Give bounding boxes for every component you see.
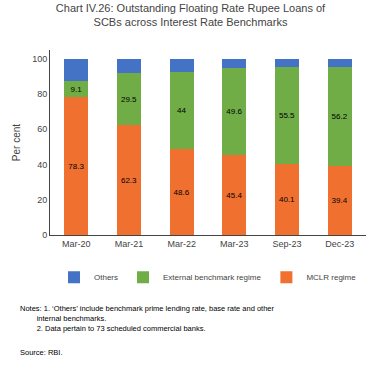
svg-text:9.1: 9.1 bbox=[70, 85, 82, 94]
svg-text:29.5: 29.5 bbox=[121, 95, 137, 104]
svg-text:Sep-23: Sep-23 bbox=[272, 239, 301, 249]
svg-text:78.3: 78.3 bbox=[68, 162, 84, 171]
svg-text:MCLR regime: MCLR regime bbox=[306, 273, 356, 282]
svg-text:Mar-21: Mar-21 bbox=[115, 239, 144, 249]
svg-text:62.3: 62.3 bbox=[121, 176, 137, 185]
svg-text:45.4: 45.4 bbox=[226, 191, 242, 200]
svg-text:Mar-23: Mar-23 bbox=[220, 239, 249, 249]
svg-text:80: 80 bbox=[37, 89, 47, 99]
svg-text:Mar-20: Mar-20 bbox=[62, 239, 91, 249]
svg-text:40.1: 40.1 bbox=[279, 195, 295, 204]
svg-text:56.2: 56.2 bbox=[332, 112, 348, 121]
svg-text:49.6: 49.6 bbox=[226, 107, 242, 116]
svg-text:External benchmark regime: External benchmark regime bbox=[163, 273, 261, 282]
svg-text:20: 20 bbox=[37, 195, 47, 205]
svg-text:40: 40 bbox=[37, 160, 47, 170]
svg-text:Others: Others bbox=[94, 273, 118, 282]
svg-text:Notes: 1. ‘Others’ include ben: Notes: 1. ‘Others’ include benchmark pri… bbox=[20, 304, 275, 333]
svg-text:60: 60 bbox=[37, 124, 47, 134]
svg-text:Source: RBI.: Source: RBI. bbox=[20, 348, 63, 357]
svg-text:Per cent: Per cent bbox=[11, 124, 22, 161]
svg-text:Mar-22: Mar-22 bbox=[167, 239, 196, 249]
svg-text:100: 100 bbox=[32, 54, 47, 64]
svg-text:55.5: 55.5 bbox=[279, 111, 295, 120]
svg-text:Dec-23: Dec-23 bbox=[325, 239, 354, 249]
svg-text:48.6: 48.6 bbox=[174, 188, 190, 197]
svg-text:44: 44 bbox=[177, 106, 186, 115]
svg-text:Chart IV.26: Outstanding Float: Chart IV.26: Outstanding Floating Rate R… bbox=[56, 2, 326, 28]
svg-text:0: 0 bbox=[42, 230, 47, 240]
svg-text:39.4: 39.4 bbox=[332, 196, 348, 205]
